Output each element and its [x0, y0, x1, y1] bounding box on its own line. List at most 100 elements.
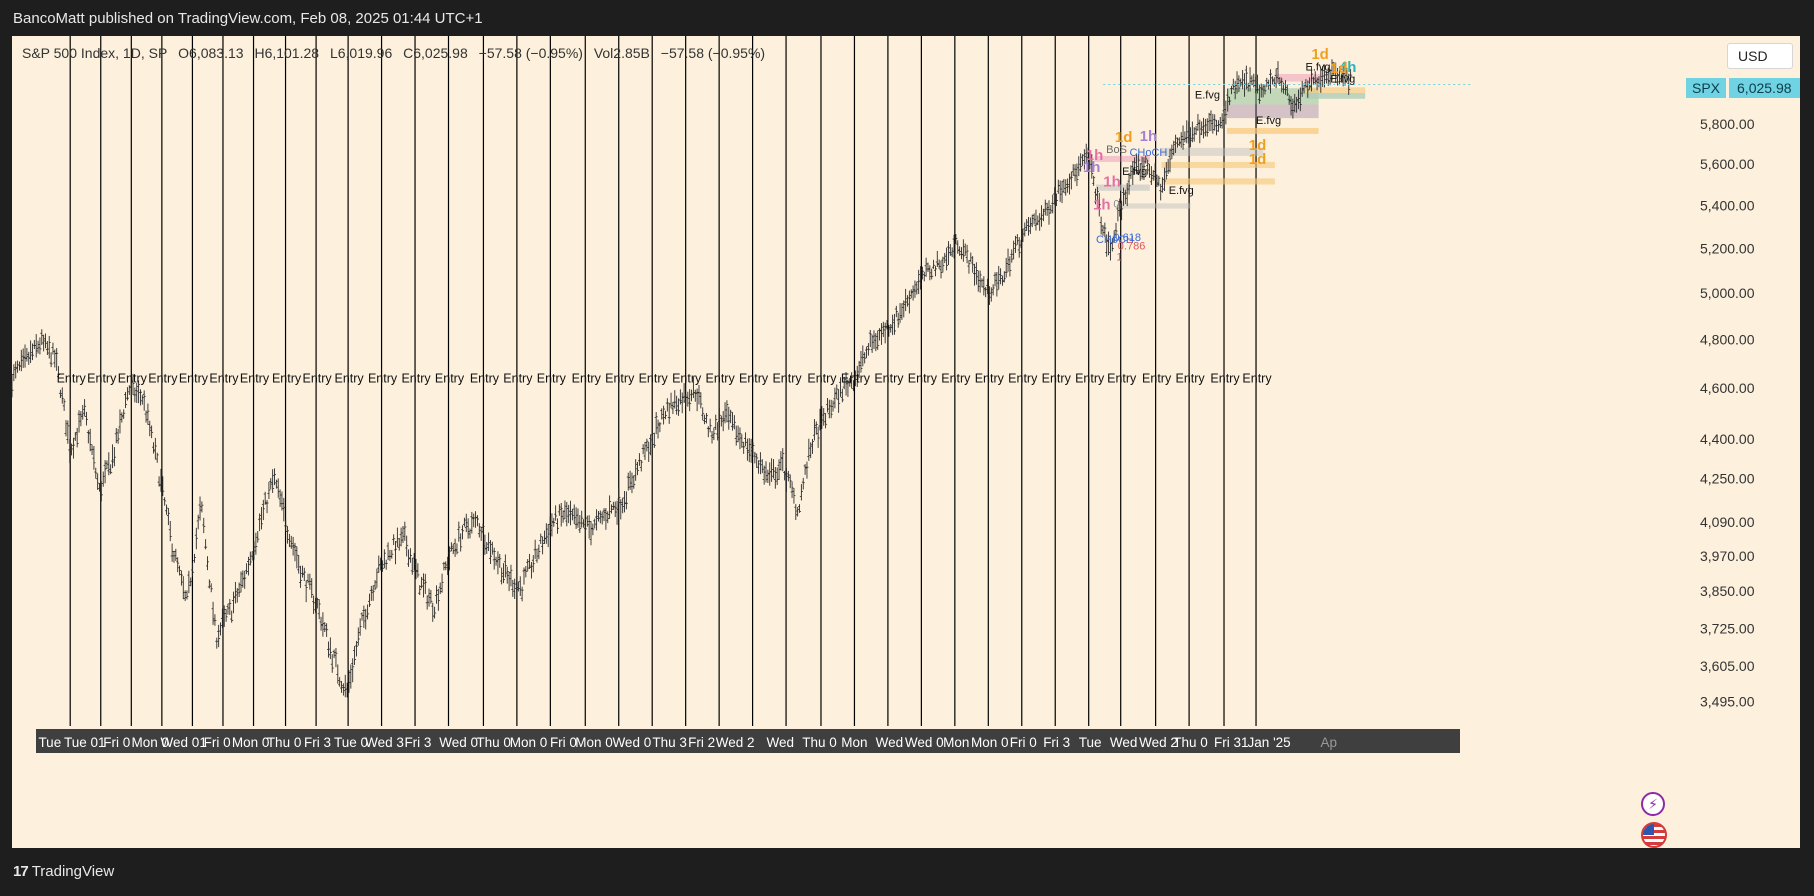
y-tick-label: 5,000.00 [1700, 285, 1755, 301]
entry-label: Entry [1008, 371, 1038, 385]
fvg-zone [1276, 74, 1322, 82]
y-tick-label: 3,495.00 [1700, 693, 1755, 709]
x-tick-label: Wed 3 [365, 735, 404, 750]
y-tick-label: 5,200.00 [1700, 240, 1755, 256]
x-tick-label: Ap [1321, 735, 1338, 750]
entry-label: Entry [772, 371, 802, 385]
entry-label: Entry [470, 371, 500, 385]
entry-label: Entry [841, 371, 871, 385]
fvg-zone [1226, 104, 1319, 119]
y-tick-label: 5,600.00 [1700, 156, 1755, 172]
entry-label: Entry [57, 371, 87, 385]
us-flag-icon[interactable] [1641, 822, 1667, 848]
published-header: BancoMatt published on TradingView.com, … [0, 0, 1814, 36]
x-tick-label: Thu 0 [802, 735, 837, 750]
chart-annotation: 1h [1140, 128, 1158, 145]
x-tick-label: Mon 0 [575, 735, 613, 750]
high-value: H6,101.28 [254, 45, 320, 61]
fvg-zone [1117, 203, 1191, 209]
x-tick-label: Fri 3 [404, 735, 431, 750]
x-tick-label: Mon [841, 735, 867, 750]
chart-annotation: 1h [1086, 147, 1104, 164]
chart-annotation: 1h [1083, 159, 1101, 176]
tradingview-logo[interactable]: 17 TradingView [13, 863, 114, 880]
entry-label: Entry [639, 371, 669, 385]
chart-annotation: E.fvg [1169, 185, 1194, 197]
entry-label: Entry [605, 371, 635, 385]
open-value: O6,083.13 [178, 45, 244, 61]
fvg-zone [1161, 178, 1275, 185]
y-tick-label: 4,600.00 [1700, 380, 1755, 396]
x-tick-label: Mon [943, 735, 969, 750]
chart-annotation: CHoCH [1096, 234, 1134, 246]
chart-annotation: 1d [1115, 129, 1133, 146]
x-tick-label: Fri 3 [304, 735, 331, 750]
chart-annotation: 1h [1103, 174, 1121, 191]
y-tick-label: 3,725.00 [1700, 621, 1755, 637]
price-tag-symbol: SPX [1686, 78, 1727, 98]
x-tick-label: Tue [38, 735, 61, 750]
chart-area[interactable]: Entry Entry Entry Entry Entry Entry Entry Entry… [12, 36, 1800, 848]
chart-annotation: 0.618 [1113, 232, 1141, 244]
low-value: L6,019.96 [329, 45, 393, 61]
chart-annotation: 1d [1249, 137, 1267, 154]
volume-value: Vol2.85B [593, 45, 650, 61]
entry-label: Entry [1176, 371, 1206, 385]
lightning-icon[interactable]: ⚡ [1641, 792, 1665, 816]
entry-label: Entry [368, 371, 398, 385]
chart-annotation: E.fvg [1122, 166, 1147, 178]
entry-label: Entry [1142, 371, 1172, 385]
x-tick-label: Wed 0 [612, 735, 651, 750]
x-tick-label: Fri 31 [1214, 735, 1249, 750]
x-tick-label: Wed 01 [161, 735, 207, 750]
time-axis-band [36, 729, 1460, 753]
entry-label: Entry [118, 371, 148, 385]
x-tick-label: Wed 2 [716, 735, 755, 750]
entry-label: Entry [1242, 371, 1272, 385]
y-tick-label: 4,090.00 [1700, 514, 1755, 530]
last-price-tag: SPX 6,025.98 [1686, 78, 1800, 98]
y-tick-label: 5,400.00 [1700, 197, 1755, 213]
currency-button[interactable]: USD [1727, 43, 1793, 69]
footer-bar: 17 TradingView [0, 848, 1814, 896]
entry-label: Entry [807, 371, 837, 385]
chart-annotation: 1d [1330, 60, 1348, 77]
chart-annotation: 1d [1311, 46, 1329, 63]
price-tag-value: 6,025.98 [1729, 78, 1800, 98]
entry-label: Entry [706, 371, 736, 385]
x-tick-label: Jan '25 [1248, 735, 1291, 750]
change-value-2: −57.58 (−0.95%) [660, 45, 766, 61]
x-tick-label: Wed 0 [905, 735, 944, 750]
entry-label: Entry [240, 371, 270, 385]
y-tick-label: 3,605.00 [1700, 658, 1755, 674]
x-tick-label: Fri 0 [103, 735, 130, 750]
close-value: C6,025.98 [403, 45, 468, 61]
entry-label: Entry [975, 371, 1005, 385]
x-tick-label: Wed 0 [439, 735, 478, 750]
y-tick-label: 3,970.00 [1700, 548, 1755, 564]
entry-label: Entry [1210, 371, 1240, 385]
entry-label: Entry [209, 371, 239, 385]
y-tick-label: 4,800.00 [1700, 332, 1755, 348]
x-tick-label: Mon 0 [131, 735, 169, 750]
fvg-zone [1226, 88, 1319, 105]
chart-annotation: 1h [1093, 197, 1111, 214]
entry-label: Entry [572, 371, 602, 385]
chart-annotation: 0.786 [1118, 241, 1146, 253]
chart-annotation: E.fvg [1256, 115, 1281, 127]
x-tick-label: Thu 3 [652, 735, 687, 750]
fvg-zone [1094, 155, 1150, 162]
chart-annotation: E.fvg [1305, 61, 1330, 73]
entry-label: Entry [87, 371, 117, 385]
symbol-label[interactable]: S&P 500 Index, 1D, SP [22, 45, 168, 61]
entry-label: Entry [672, 371, 702, 385]
chart-annotation: BoS [1106, 144, 1127, 156]
y-tick-label: 3,850.00 [1700, 583, 1755, 599]
x-tick-label: Wed [766, 735, 794, 750]
published-info: BancoMatt published on TradingView.com, … [13, 10, 483, 27]
fvg-zone [1161, 161, 1275, 169]
x-tick-label: Tue [1079, 735, 1102, 750]
change-value: −57.58 (−0.95%) [478, 45, 583, 61]
price-chart[interactable]: Entry Entry Entry Entry Entry Entry Entry Entry… [12, 36, 1800, 848]
x-tick-label: Fri 3 [1043, 735, 1070, 750]
